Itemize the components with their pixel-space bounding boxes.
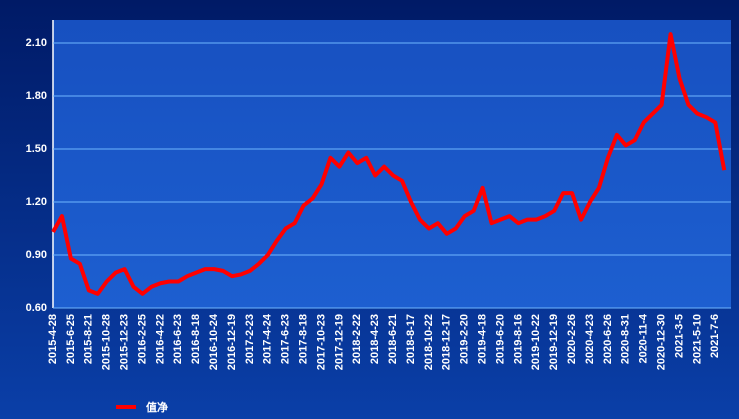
x-tick-label: 2017-8-18 [298,314,310,364]
x-tick-label: 2016-12-19 [226,314,238,370]
y-tick-label: 2.10 [26,37,47,49]
x-tick-label: 2017-6-23 [280,314,292,364]
x-tick-label: 2015-8-21 [83,314,95,364]
x-tick-label: 2017-4-24 [262,313,274,364]
x-tick-label: 2019-10-22 [530,314,542,370]
x-tick-label: 2016-4-22 [154,314,166,364]
x-tick-label: 2018-10-22 [423,314,435,370]
x-tick-label: 2020-8-31 [620,314,632,364]
x-tick-label: 2020-6-26 [602,314,614,364]
x-tick-label: 2020-12-30 [656,314,668,370]
x-tick-label: 2017-10-23 [315,314,327,370]
legend-label: 值净 [146,400,168,414]
x-tick-label: 2019-12-19 [548,314,560,370]
x-tick-label: 2018-2-22 [351,314,363,364]
x-tick-label: 2018-4-23 [369,314,381,364]
x-tick-label: 2016-10-24 [208,313,220,370]
x-tick-label: 2015-10-28 [101,314,113,370]
y-tick-label: 1.20 [26,196,47,208]
x-tick-label: 2017-12-19 [333,314,345,370]
x-tick-label: 2021-5-10 [691,314,703,364]
x-tick-label: 2018-8-17 [405,314,417,364]
x-tick-label: 2020-2-26 [566,314,578,364]
x-tick-label: 2016-6-23 [172,314,184,364]
x-tick-label: 2016-8-18 [190,314,202,364]
x-tick-label: 2021-7-6 [709,314,721,358]
y-tick-label: 0.60 [26,302,47,314]
y-tick-label: 1.80 [26,90,47,102]
x-tick-label: 2019-2-20 [459,314,471,364]
x-tick-label: 2016-2-25 [136,314,148,364]
y-tick-label: 1.50 [26,143,47,155]
x-tick-label: 2019-8-16 [512,314,524,364]
x-tick-label: 2017-2-23 [244,314,256,364]
y-tick-label: 0.90 [26,249,47,261]
x-tick-label: 2015-12-23 [119,314,131,370]
x-tick-label: 2018-6-21 [387,314,399,364]
x-tick-label: 2020-4-23 [584,314,596,364]
series-line [51,32,727,296]
x-tick-label: 2019-4-18 [477,314,489,364]
x-tick-label: 2021-3-5 [673,314,685,358]
x-tick-label: 2015-4-28 [47,314,59,364]
x-tick-label: 2018-12-17 [441,314,453,370]
x-tick-label: 2015-6-25 [65,314,77,364]
x-tick-label: 2019-6-20 [494,314,506,364]
x-tick-label: 2020-11-4 [638,313,650,363]
plot-area [53,20,731,308]
